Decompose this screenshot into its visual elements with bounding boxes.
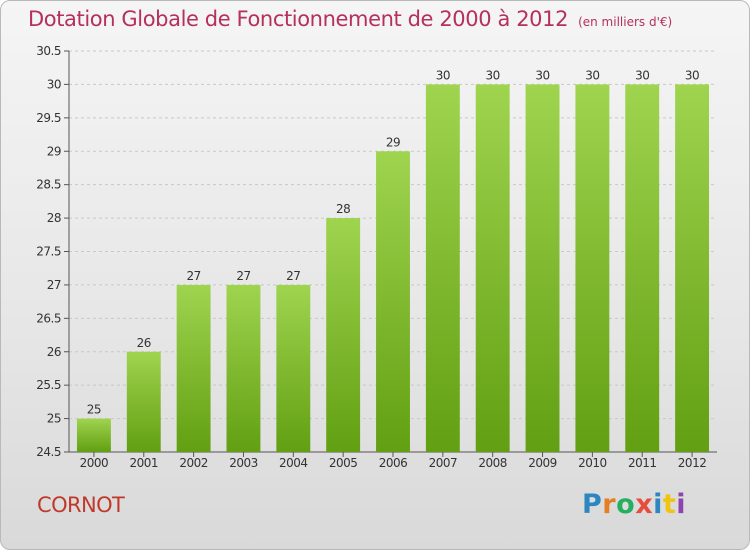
chart-title: Dotation Globale de Fonctionnement de 20…	[28, 7, 672, 31]
bar-2009	[525, 84, 560, 453]
y-tick-label: 24.5	[36, 445, 61, 459]
x-tick-label: 2003	[229, 456, 258, 470]
x-axis-tick-labels: 2000 2001 2002 2003 2004 2005 2006 2007 2008 2009…	[80, 456, 707, 470]
y-tick-label: 30.5	[36, 44, 61, 58]
commune-name: CORNOT	[37, 493, 125, 517]
x-tick-label: 2006	[379, 456, 408, 470]
bar-2012	[675, 84, 710, 453]
data-label: 28	[336, 202, 350, 216]
y-tick-label: 26.5	[36, 311, 61, 325]
bar-2008	[475, 84, 510, 453]
data-label: 30	[436, 68, 450, 82]
bar-2004	[276, 284, 311, 452]
y-tick-label: 30	[47, 77, 61, 91]
y-tick-label: 29.5	[36, 111, 61, 125]
bar-2007	[425, 84, 460, 453]
bar-2006	[376, 151, 410, 452]
x-tick-label: 2008	[478, 456, 507, 470]
data-label: 29	[386, 135, 400, 149]
data-label: 30	[585, 68, 599, 82]
logo-letter: i	[676, 489, 687, 520]
bar-2005	[326, 218, 361, 452]
y-tick-label: 28.5	[36, 178, 61, 192]
data-labels: 25 26 27 27 27 28 29 30 30 30 30 30 30	[87, 68, 700, 417]
data-label: 30	[635, 68, 649, 82]
x-tick-label: 2011	[628, 456, 657, 470]
y-tick-label: 27.5	[36, 245, 61, 259]
chart-title-text: Dotation Globale de Fonctionnement de 20…	[28, 7, 569, 31]
bar-2011	[625, 84, 660, 453]
y-tick-label: 28	[47, 211, 61, 225]
x-tick-label: 2002	[179, 456, 208, 470]
logo-letter: r	[602, 489, 617, 520]
y-tick-label: 29	[47, 144, 61, 158]
x-tick-label: 2009	[528, 456, 557, 470]
y-axis-tick-labels: 24.5 25 25.5 26 26.5 27 27.5 28 28.5 29 29.5 30 30.5	[36, 44, 61, 459]
chart-subtitle: (en milliers d'€)	[578, 15, 673, 29]
bar-2003	[226, 284, 261, 452]
y-tick-label: 25.5	[36, 378, 61, 392]
x-tick-label: 2000	[80, 456, 109, 470]
logo-letter: x	[635, 489, 654, 520]
x-tick-label: 2004	[279, 456, 308, 470]
x-tick-label: 2001	[129, 456, 158, 470]
y-tick-label: 27	[47, 278, 61, 292]
bar-2001	[126, 351, 161, 452]
data-label: 27	[186, 269, 200, 283]
bar-2010	[575, 84, 610, 453]
data-label: 26	[137, 336, 151, 350]
x-tick-label: 2007	[429, 456, 458, 470]
y-tick-label: 26	[47, 345, 61, 359]
proxiti-logo[interactable]: Proxiti	[582, 489, 686, 520]
data-label: 27	[236, 269, 250, 283]
logo-letter: P	[582, 489, 603, 520]
bar-2002	[176, 284, 211, 452]
logo-letter: i	[653, 489, 663, 520]
data-label: 30	[685, 68, 699, 82]
y-tick-label: 25	[47, 412, 61, 426]
data-label: 30	[535, 68, 549, 82]
data-label: 30	[486, 68, 500, 82]
bar-2000	[76, 418, 111, 452]
logo-letter: t	[662, 489, 677, 520]
x-tick-label: 2012	[678, 456, 707, 470]
x-tick-label: 2010	[578, 456, 607, 470]
bar-series	[76, 84, 710, 453]
data-label: 27	[286, 269, 300, 283]
data-label: 25	[87, 403, 101, 417]
logo-letter: o	[616, 489, 636, 520]
x-tick-label: 2005	[329, 456, 358, 470]
